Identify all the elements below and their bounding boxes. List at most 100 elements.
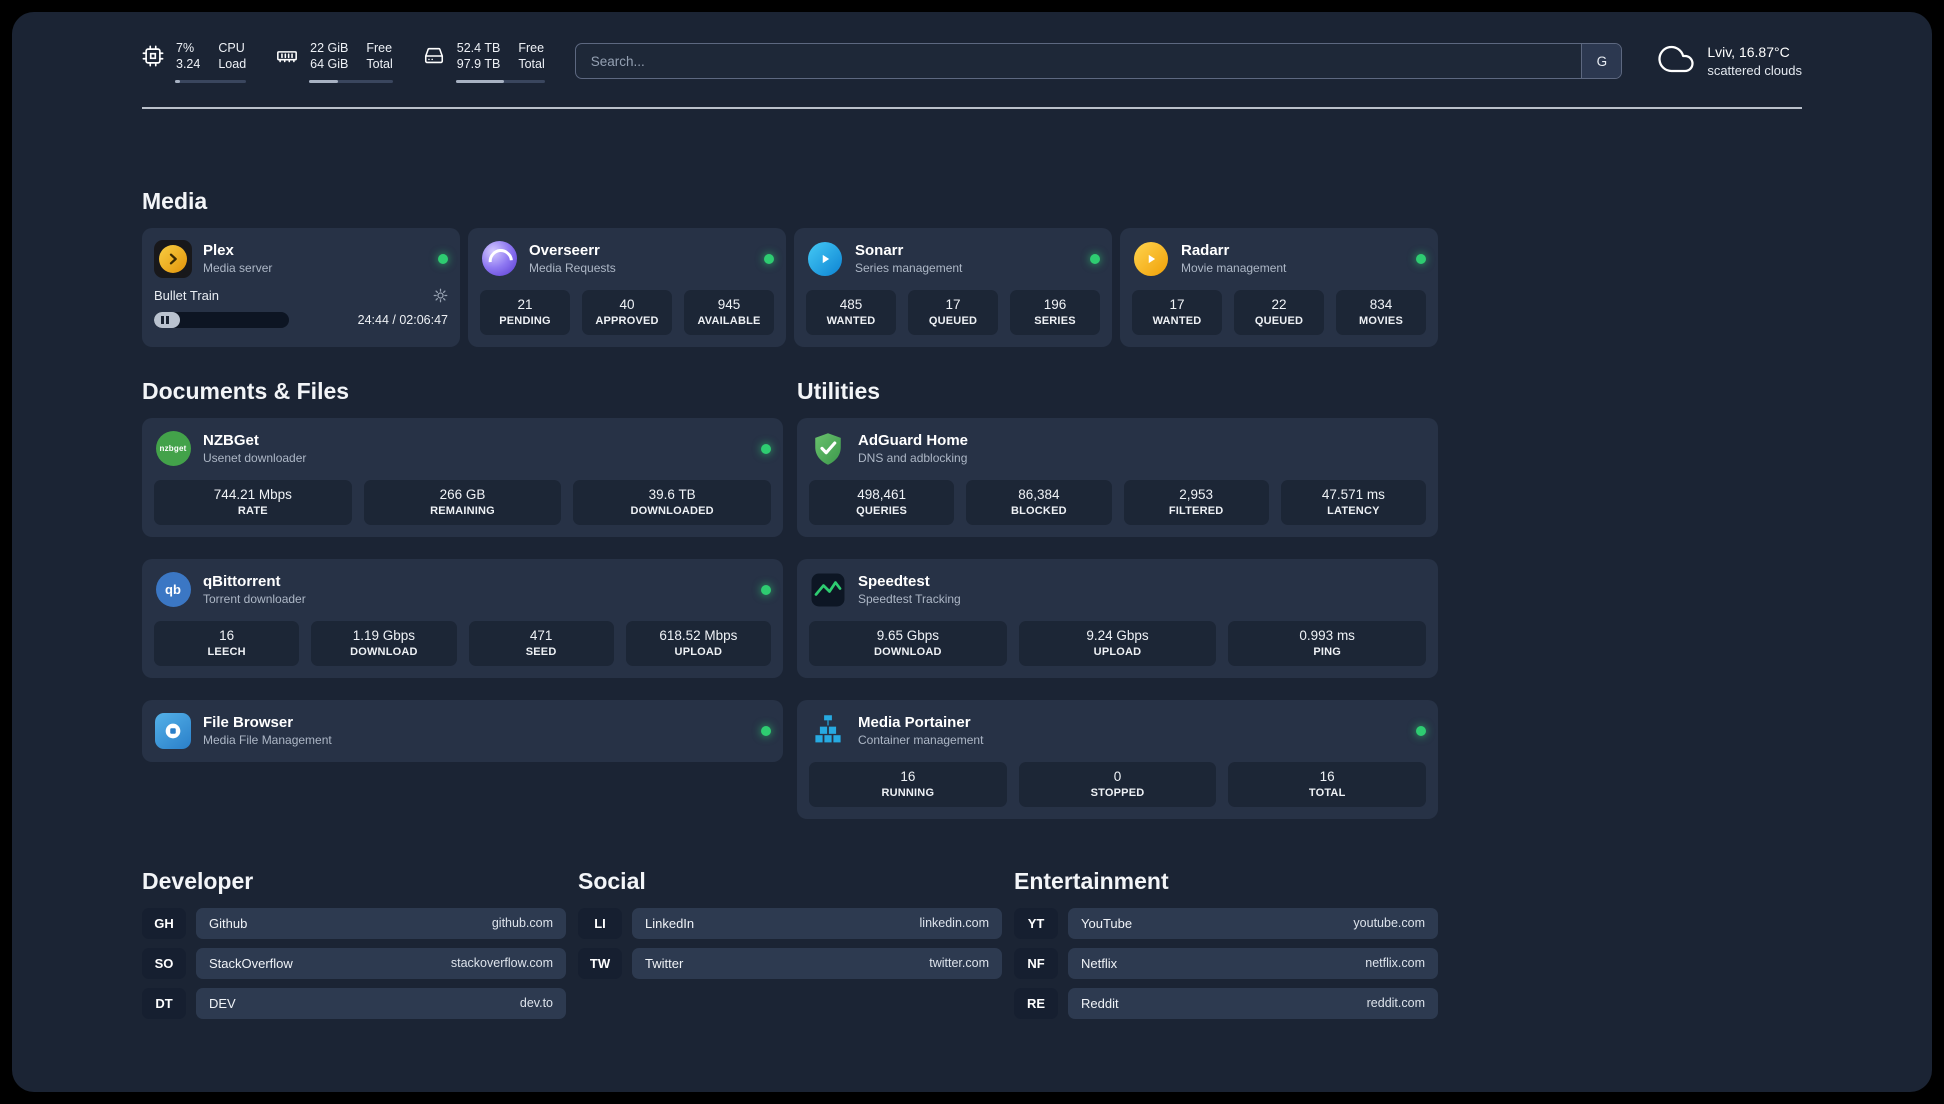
weather-widget: Lviv, 16.87°C scattered clouds xyxy=(1658,41,1802,82)
app-card-filebrowser[interactable]: File Browser Media File Management xyxy=(142,699,783,762)
bookmark-link[interactable]: StackOverflow stackoverflow.com xyxy=(196,947,566,979)
bookmark-link[interactable]: DEV dev.to xyxy=(196,987,566,1019)
stat-tile: 47.571 ms LATENCY xyxy=(1280,479,1426,525)
app-card-sonarr[interactable]: Sonarr Series management 485 WANTED 17 QUE… xyxy=(794,227,1112,347)
memory-total: 64 GiB xyxy=(310,57,349,72)
app-name: File Browser xyxy=(203,714,294,731)
bookmark-link[interactable]: LinkedIn linkedin.com xyxy=(632,907,1002,939)
qbittorrent-icon: qb xyxy=(154,571,192,609)
dashboard: 7% 3.24 CPU Load xyxy=(12,12,1932,1092)
stat-tile: 196 SERIES xyxy=(1010,289,1100,335)
stat-tile: 744.21 Mbps RATE xyxy=(154,479,352,525)
app-subtitle: DNS and adblocking xyxy=(858,451,968,465)
storage-free: 52.4 TB xyxy=(456,41,501,55)
status-dot xyxy=(438,253,448,264)
app-subtitle: Media Requests xyxy=(529,261,616,275)
memory-label-bottom: Total xyxy=(366,57,393,72)
bookmark-reddit: RE Reddit reddit.com xyxy=(1014,987,1438,1019)
radarr-icon xyxy=(1132,240,1170,278)
stat-tile: 0.993 ms PING xyxy=(1228,620,1427,666)
cpu-progress-bar xyxy=(175,79,247,83)
search-engine-button[interactable]: G xyxy=(1581,44,1622,79)
bookmark-stackoverflow: SO StackOverflow stackoverflow.com xyxy=(142,947,566,979)
weather-location: Lviv, 16.87°C xyxy=(1707,44,1790,61)
now-playing: Bullet Train 24:44 / xyxy=(154,288,448,328)
stat-tile: 471 SEED xyxy=(468,620,614,666)
app-name: AdGuard Home xyxy=(858,432,969,449)
app-card-overseerr[interactable]: Overseerr Media Requests 21 PENDING 40 APP… xyxy=(468,227,786,347)
section-utilities: Utilities AdGuard Home xyxy=(797,377,1438,819)
memory-progress-bar xyxy=(309,79,393,83)
app-subtitle: Media server xyxy=(203,261,273,275)
storage-progress-bar xyxy=(455,79,545,83)
search-input[interactable] xyxy=(575,44,1582,79)
bookmark-link[interactable]: Github github.com xyxy=(196,907,566,939)
stat-tile: 17 QUEUED xyxy=(908,289,998,335)
app-card-portainer[interactable]: Media Portainer Container management 16 R… xyxy=(797,699,1438,819)
section-documents: Documents & Files nzbget NZBGet Usenet d… xyxy=(142,377,783,819)
bookmark-abbr: DT xyxy=(142,987,186,1019)
memory-labels: Free Total xyxy=(366,40,392,73)
app-card-radarr[interactable]: Radarr Movie management 17 WANTED 22 QUEUE… xyxy=(1120,227,1438,347)
cpu-label-top: CPU xyxy=(218,41,245,55)
app-subtitle: Torrent downloader xyxy=(203,592,306,606)
bookmark-abbr: LI xyxy=(578,907,622,939)
memory-widget: 22 GiB 64 GiB Free Total xyxy=(276,40,393,83)
playback-progress-bar[interactable] xyxy=(154,311,290,328)
pause-icon[interactable] xyxy=(161,315,169,324)
storage-values: 52.4 TB 97.9 TB xyxy=(457,40,501,73)
cpu-load-avg: 3.24 xyxy=(176,57,201,72)
playback-time: 24:44 / 02:06:47 xyxy=(357,312,448,327)
stat-tile: 266 GB REMAINING xyxy=(363,479,562,525)
stat-tile: 498,461 QUERIES xyxy=(809,479,955,525)
stat-tile: 86,384 BLOCKED xyxy=(966,479,1112,525)
section-entertainment: Entertainment YT YouTube youtube.com NF … xyxy=(1014,867,1438,1028)
status-dot xyxy=(761,584,771,595)
section-title-media: Media xyxy=(142,187,208,214)
app-card-adguard[interactable]: AdGuard Home DNS and adblocking 498,461 Q… xyxy=(797,417,1438,537)
stat-tile: 16 TOTAL xyxy=(1228,761,1427,807)
app-card-speedtest[interactable]: Speedtest Speedtest Tracking 9.65 Gbps DO… xyxy=(797,558,1438,678)
stat-tile: 22 QUEUED xyxy=(1234,289,1324,335)
bookmark-link[interactable]: YouTube youtube.com xyxy=(1068,907,1438,939)
bookmark-dev: DT DEV dev.to xyxy=(142,987,566,1019)
bookmark-abbr: SO xyxy=(142,947,186,979)
section-title-developer: Developer xyxy=(142,867,254,894)
gear-icon[interactable] xyxy=(433,288,448,303)
status-dot xyxy=(761,443,771,454)
bookmark-link[interactable]: Netflix netflix.com xyxy=(1068,947,1438,979)
nzbget-icon: nzbget xyxy=(154,430,192,468)
status-dot xyxy=(1090,253,1100,264)
section-media: Media Plex Media server xyxy=(142,187,1438,347)
stat-tile: 485 WANTED xyxy=(806,289,896,335)
app-card-qbittorrent[interactable]: qb qBittorrent Torrent downloader 16 LEEC… xyxy=(142,558,783,678)
section-title-entertainment: Entertainment xyxy=(1014,867,1169,894)
bookmark-link[interactable]: Twitter twitter.com xyxy=(632,947,1002,979)
filebrowser-icon xyxy=(154,712,192,750)
section-title-utilities: Utilities xyxy=(797,377,881,404)
bookmark-github: GH Github github.com xyxy=(142,907,566,939)
app-name: Media Portainer xyxy=(858,714,971,731)
app-subtitle: Series management xyxy=(855,261,963,275)
app-card-plex[interactable]: Plex Media server Bullet Train xyxy=(142,227,460,347)
bookmark-abbr: RE xyxy=(1014,987,1058,1019)
top-bar: 7% 3.24 CPU Load xyxy=(142,40,1802,83)
portainer-icon xyxy=(809,712,847,750)
cpu-labels: CPU Load xyxy=(218,40,246,73)
bookmark-abbr: TW xyxy=(578,947,622,979)
app-card-nzbget[interactable]: nzbget NZBGet Usenet downloader 744.21 M… xyxy=(142,417,783,537)
storage-labels: Free Total xyxy=(518,40,544,73)
section-title-documents: Documents & Files xyxy=(142,377,350,404)
app-subtitle: Container management xyxy=(858,733,984,747)
storage-label-top: Free xyxy=(518,41,545,55)
status-dot xyxy=(764,253,774,264)
app-subtitle: Usenet downloader xyxy=(203,451,307,465)
stat-tile: 834 MOVIES xyxy=(1336,289,1426,335)
app-subtitle: Movie management xyxy=(1181,261,1287,275)
cpu-widget: 7% 3.24 CPU Load xyxy=(142,40,247,83)
bookmark-link[interactable]: Reddit reddit.com xyxy=(1068,987,1438,1019)
app-name: Overseerr xyxy=(529,242,600,259)
memory-free: 22 GiB xyxy=(310,41,349,55)
stat-tile: 618.52 Mbps UPLOAD xyxy=(625,620,771,666)
stat-tile: 1.19 Gbps DOWNLOAD xyxy=(311,620,457,666)
